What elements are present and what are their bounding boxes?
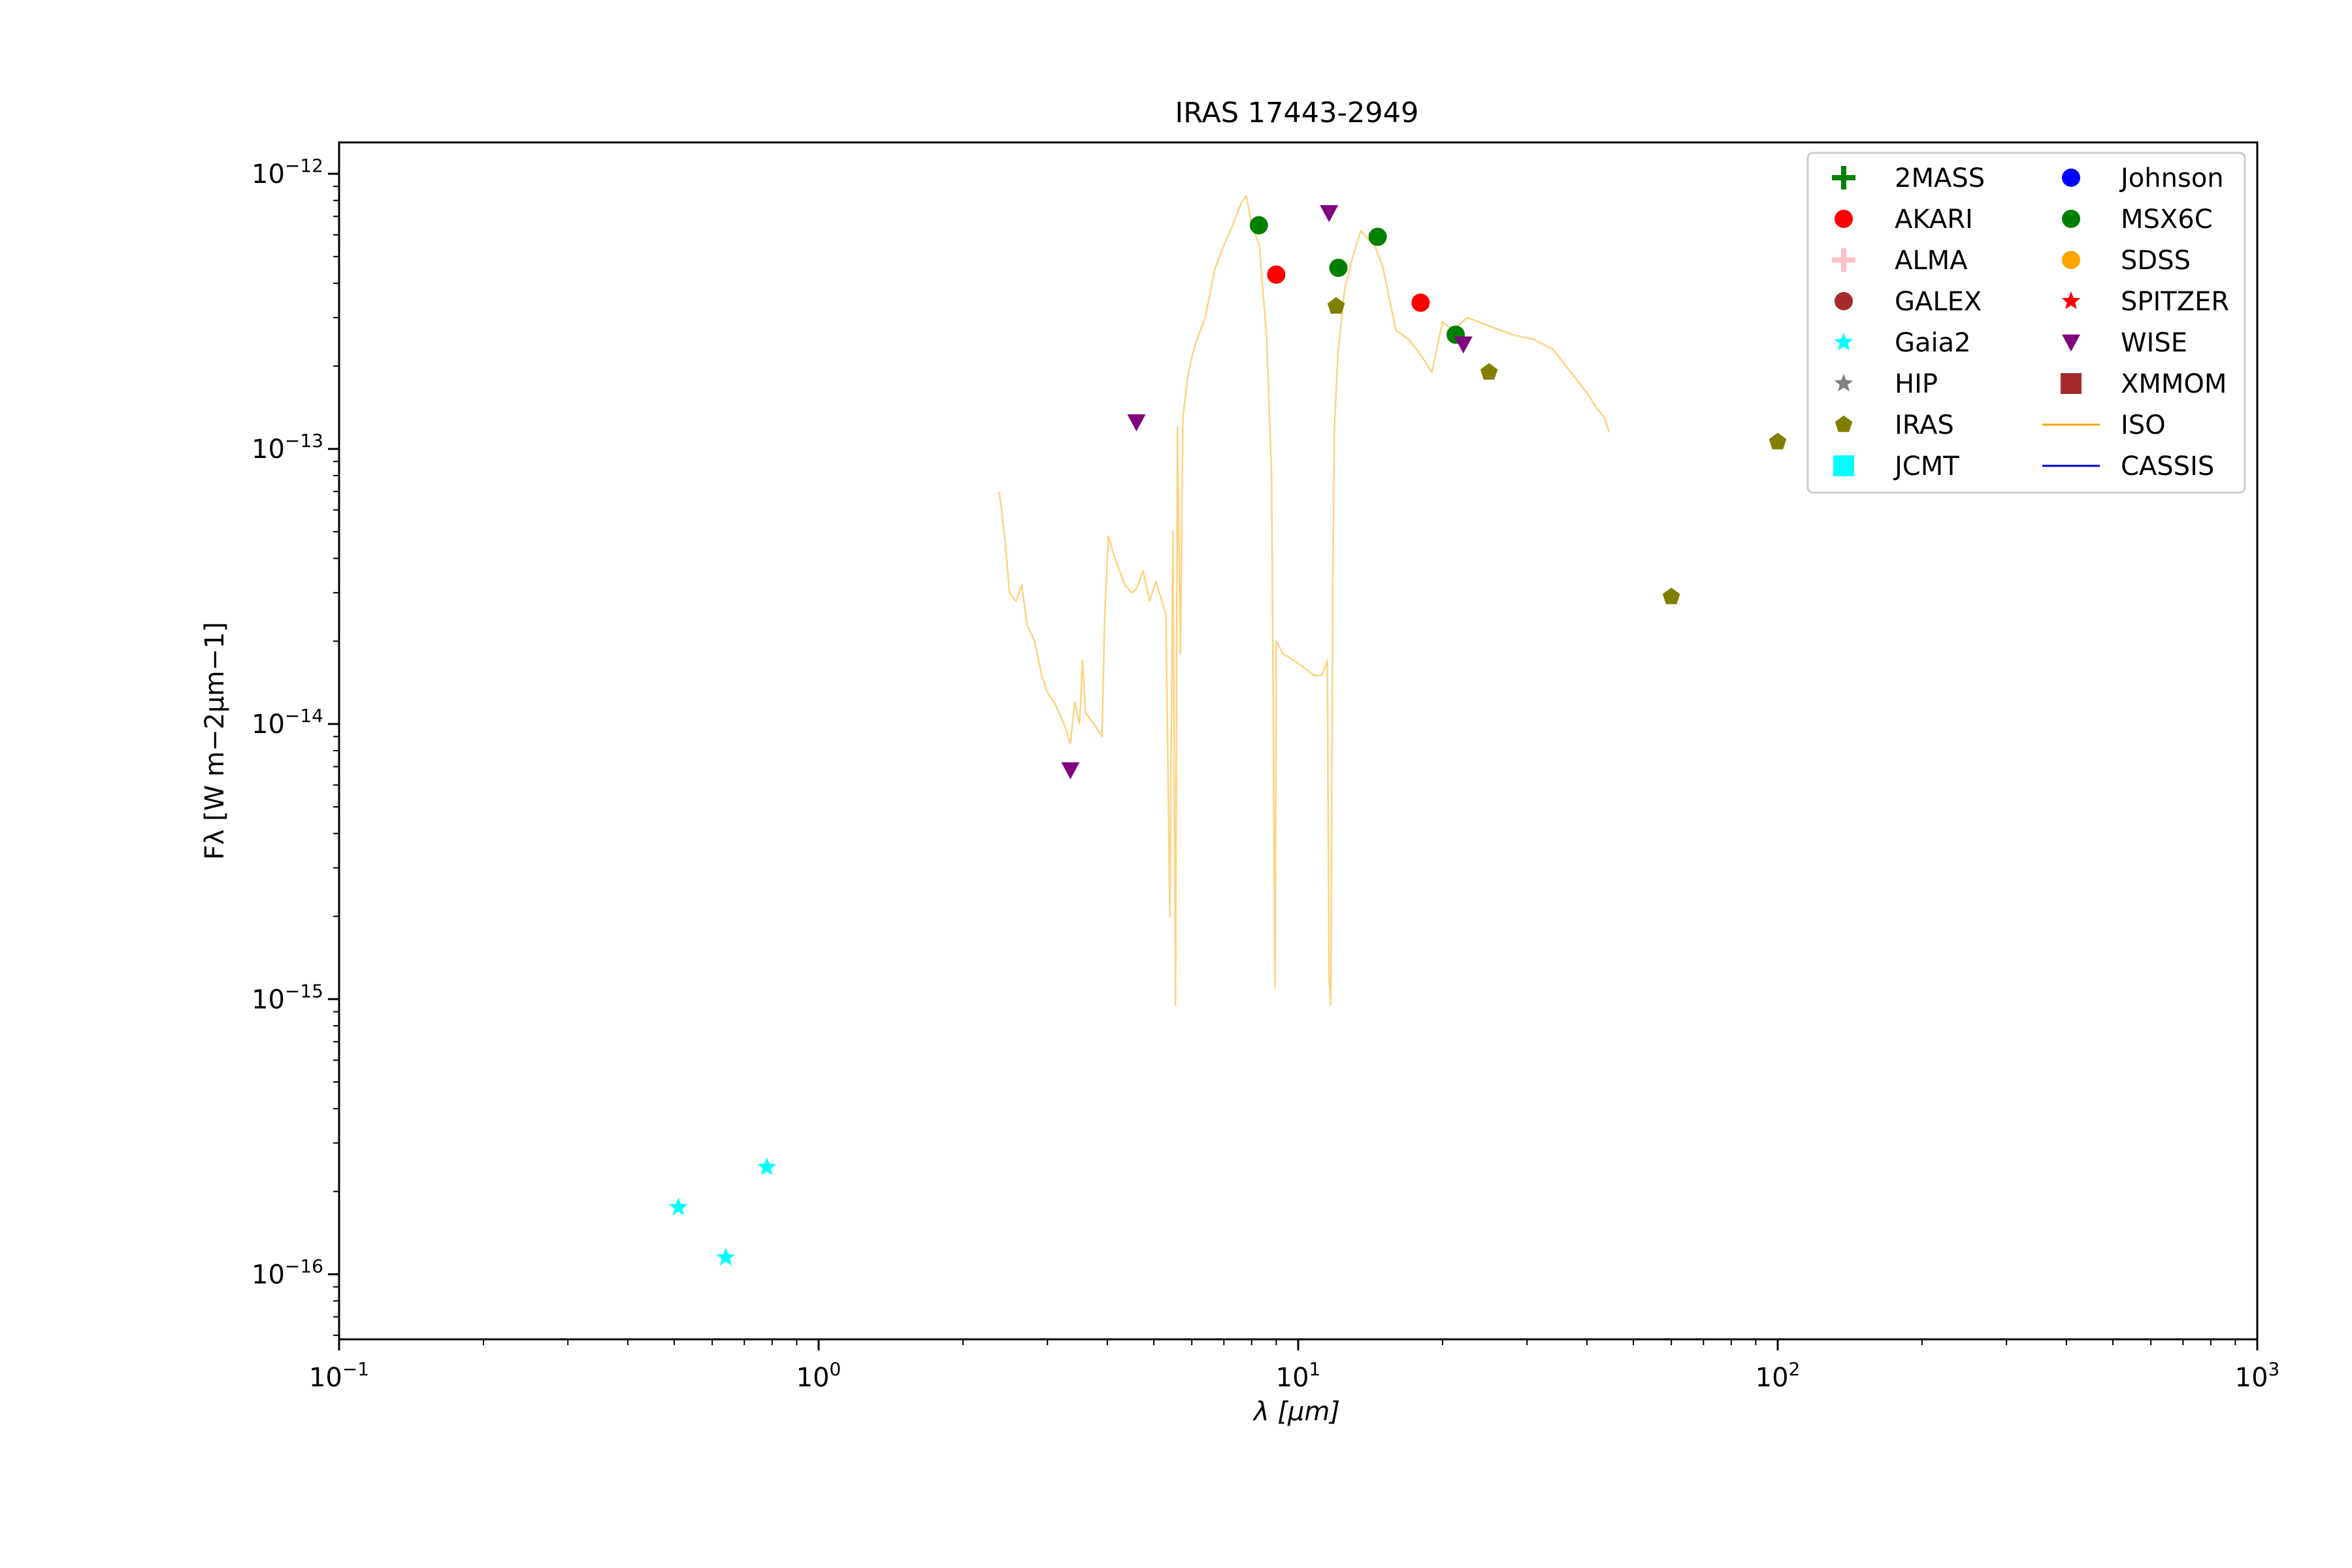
legend-label-xmmom: XMMOM: [2121, 369, 2227, 399]
legend-marker-galex: [1835, 292, 1853, 310]
legend-label-iso: ISO: [2121, 410, 2166, 440]
legend-label-jcmt: JCMT: [1893, 451, 1959, 482]
akari-point: [1267, 265, 1286, 284]
legend-marker-alma: [1832, 248, 1855, 272]
legend-marker-msx6c: [2062, 210, 2080, 228]
x-tick-label: 10−1: [309, 1358, 369, 1393]
legend-label-akari: AKARI: [1895, 204, 1973, 235]
legend-marker-spitzer: [2061, 291, 2081, 310]
iso-spectrum-line: [998, 195, 1610, 1006]
x-axis-label: λ [μm]: [1252, 1397, 1340, 1427]
legend-marker-iras: [1835, 416, 1853, 433]
legend-label-hip: HIP: [1895, 369, 1938, 399]
legend-marker-wise: [2062, 335, 2080, 351]
iras-point: [1662, 587, 1680, 604]
legend-label-alma: ALMA: [1895, 246, 1968, 276]
legend: 2MASS AKARI ALMA GALEX Gaia2 HIP IRAS JCMT Johns…: [1806, 152, 2246, 494]
x-tick-label: 100: [796, 1358, 841, 1393]
msx6c-point: [1368, 227, 1387, 246]
wise-point: [1127, 414, 1146, 432]
gaia2-point: [757, 1157, 777, 1175]
x-tick-label: 102: [1756, 1358, 1801, 1393]
wise-point: [1320, 205, 1339, 223]
legend-label-gaia2: Gaia2: [1895, 328, 1971, 358]
msx6c-point: [1249, 216, 1268, 235]
y-tick-label: 10−13: [252, 430, 323, 465]
akari-point: [1411, 293, 1430, 312]
x-tick-label: 101: [1276, 1358, 1321, 1393]
axes: 10−1 100 101 102 103 10−16 10−15 10−14 10−13 10−1…: [252, 155, 2279, 1393]
gaia2-point: [716, 1247, 735, 1266]
y-axis-label: Fλ [W m−2μm−1]: [200, 622, 230, 860]
x-tick-label: 103: [2235, 1358, 2280, 1393]
legend-marker-sdss: [2062, 251, 2080, 269]
legend-label-sdss: SDSS: [2121, 246, 2191, 276]
legend-label-spitzer: SPITZER: [2121, 287, 2229, 317]
legend-marker-hip: [1834, 374, 1854, 392]
iras-point: [1480, 363, 1498, 380]
y-tick-label: 10−12: [252, 155, 323, 189]
legend-marker-johnson: [2062, 169, 2080, 187]
y-tick-label: 10−14: [252, 705, 323, 740]
legend-label-galex: GALEX: [1895, 287, 1982, 317]
legend-marker-gaia2: [1834, 333, 1854, 351]
legend-label-wise: WISE: [2121, 328, 2187, 358]
legend-marker-jcmt: [1833, 455, 1854, 476]
legend-label-cassis: CASSIS: [2121, 451, 2214, 482]
legend-label-msx6c: MSX6C: [2121, 204, 2213, 235]
legend-label-2mass: 2MASS: [1895, 163, 1985, 193]
legend-marker-xmmom: [2061, 373, 2082, 394]
legend-label-iras: IRAS: [1895, 410, 1954, 440]
msx6c-point: [1329, 258, 1348, 277]
wise-point: [1061, 762, 1080, 779]
legend-marker-2mass: [1832, 166, 1855, 189]
iras-point: [1769, 433, 1787, 449]
legend-box: [1806, 152, 2246, 494]
legend-label-johnson: Johnson: [2119, 163, 2224, 193]
y-tick-label: 10−16: [252, 1255, 323, 1290]
legend-marker-akari: [1835, 210, 1853, 228]
iras-point: [1327, 297, 1345, 314]
wise-point: [1454, 336, 1473, 353]
gaia2-point: [669, 1198, 688, 1216]
chart-title: IRAS 17443-2949: [1175, 97, 1419, 129]
y-tick-label: 10−15: [252, 980, 323, 1015]
plot-area: [669, 195, 1787, 1266]
